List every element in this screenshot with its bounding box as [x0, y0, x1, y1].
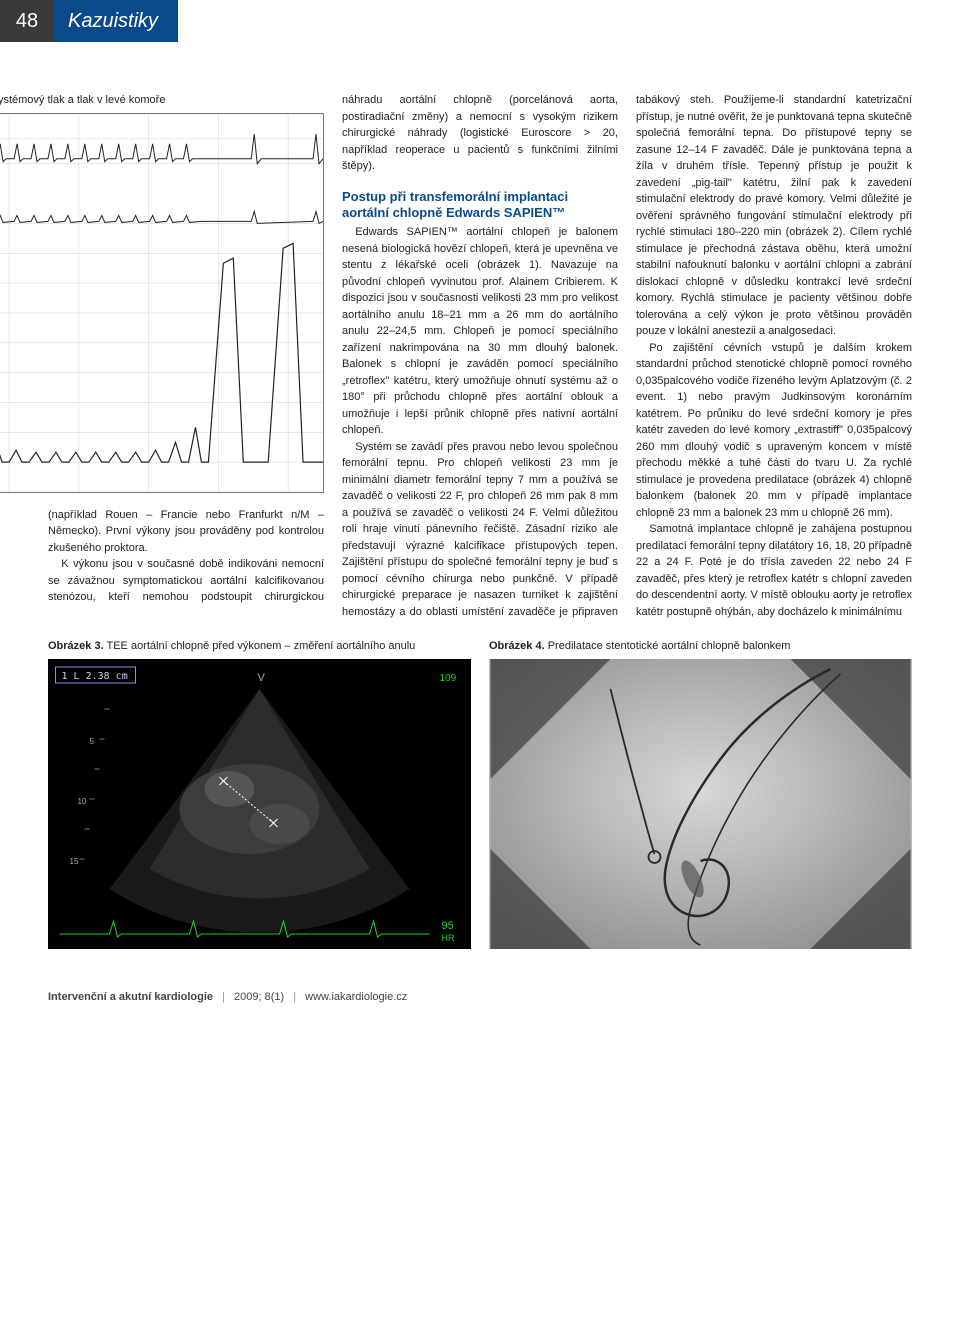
body-columns: Obrázek 2. Rychlá stimulace 220/min – ef… [48, 92, 912, 620]
figure-3: Obrázek 3. TEE aortální chlopně před výk… [48, 638, 471, 949]
svg-text:95: 95 [442, 920, 454, 932]
figure-2-caption: Obrázek 2. Rychlá stimulace 220/min – ef… [0, 92, 324, 109]
bottom-figures: Obrázek 3. TEE aortální chlopně před výk… [48, 638, 912, 949]
section-title: Kazuistiky [54, 0, 178, 42]
page-footer: Intervenční a akutní kardiologie | 2009;… [48, 989, 912, 1006]
footer-journal: Intervenční a akutní kardiologie [48, 991, 213, 1003]
figure-4-image [489, 659, 912, 949]
footer-url: www.iakardiologie.cz [305, 991, 407, 1003]
svg-text:V: V [258, 672, 266, 684]
subheading: Postup při transfemorální implantaci aor… [342, 189, 618, 223]
paragraph: Samotná implantace chlopně je zahájena p… [636, 521, 912, 620]
svg-text:10: 10 [78, 797, 87, 806]
svg-text:15: 15 [70, 857, 79, 866]
paragraph: Edwards SAPIEN™ aortální chlopeň je balo… [342, 224, 618, 439]
svg-text:5: 5 [90, 737, 95, 746]
figure-3-caption: Obrázek 3. TEE aortální chlopně před výk… [48, 638, 471, 655]
figure-3-image: 5 10 15 1 L 2.38 cm V [48, 659, 471, 949]
figure-2-image: I [10] Notch Icomp 0 LV [200] 2 AO [200]… [0, 113, 324, 493]
svg-text:1 L 2.38 cm: 1 L 2.38 cm [62, 671, 128, 682]
figure-4-caption: Obrázek 4. Predilatace stentotické aortá… [489, 638, 912, 655]
svg-text:HR: HR [442, 933, 455, 943]
paragraph: Po zajištění cévních vstupů je dalším kr… [636, 340, 912, 522]
svg-text:109: 109 [440, 673, 457, 684]
figure-4: Obrázek 4. Predilatace stentotické aortá… [489, 638, 912, 949]
page-number: 48 [0, 0, 54, 42]
footer-issue: 2009; 8(1) [234, 991, 284, 1003]
page-header: 48 Kazuistiky [0, 0, 912, 42]
figure-2: Obrázek 2. Rychlá stimulace 220/min – ef… [0, 92, 324, 493]
